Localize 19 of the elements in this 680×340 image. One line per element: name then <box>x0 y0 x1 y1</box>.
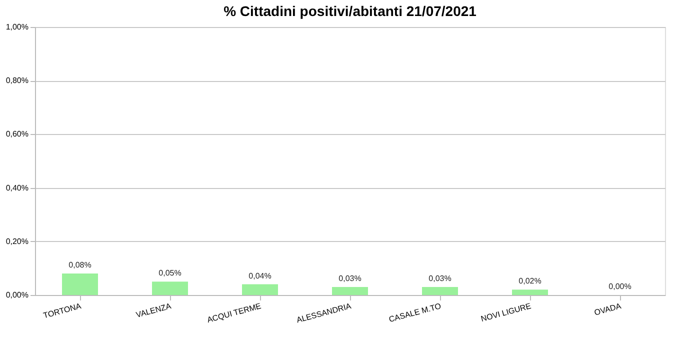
data-label: 0,08% <box>68 260 92 270</box>
chart-title: % Cittadini positivi/abitanti 21/07/2021 <box>224 3 477 19</box>
y-tick-label: 0,00% <box>6 290 28 300</box>
y-tick-label: 0,20% <box>6 236 28 246</box>
x-tick-label: NOVI LIGURE <box>480 302 532 324</box>
y-tick-label: 0,40% <box>6 183 28 192</box>
y-tick-label: 0,80% <box>6 76 28 86</box>
x-tick-label: OVADA <box>593 301 623 318</box>
x-tick-label: ACQUI TERME <box>206 302 262 325</box>
x-tick-label: CASALE M.TO <box>388 302 442 324</box>
data-label: 0,05% <box>158 268 182 278</box>
data-label: 0,04% <box>248 271 272 280</box>
y-tick-label: 0,60% <box>6 130 28 139</box>
data-label: 0,03% <box>428 274 452 283</box>
y-tick-label: 1,00% <box>6 22 28 32</box>
data-label: 0,03% <box>338 274 362 283</box>
data-label: 0,00% <box>608 282 632 291</box>
x-tick-label: VALENZA <box>135 301 173 320</box>
data-label: 0,02% <box>518 276 542 286</box>
